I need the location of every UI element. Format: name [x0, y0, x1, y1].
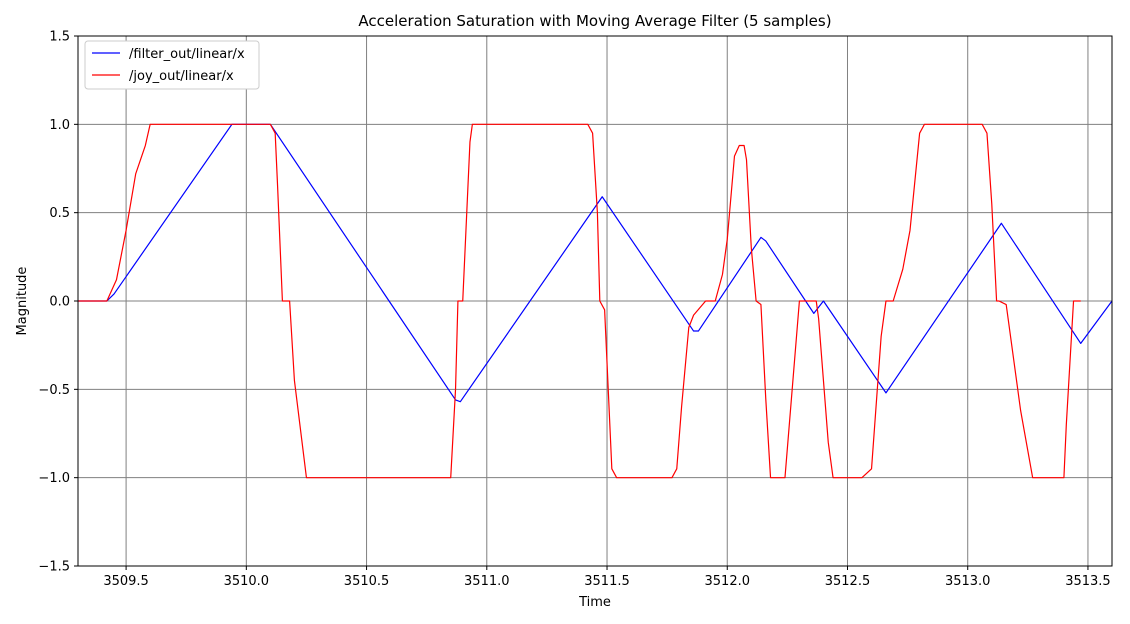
y-tick-label: 1.0 [49, 118, 70, 133]
ticks: 3509.5 3510.0 3510.5 3511.0 3511.5 3512.0 3512… [38, 30, 1110, 590]
y-tick-label: 1.5 [49, 30, 70, 45]
chart-title: Acceleration Saturation with Moving Aver… [358, 12, 831, 30]
legend-box [84, 40, 260, 90]
series-line-filter-out [78, 123, 1112, 403]
series-layer [78, 123, 1112, 479]
legend-label-joy-out: /joy_out/linear/x [129, 69, 234, 84]
x-tick-label: 3513.0 [945, 574, 991, 589]
x-tick-label: 3511.0 [464, 574, 510, 589]
x-tick-label: 3513.5 [1065, 574, 1111, 589]
x-tick-label: 3512.5 [825, 574, 871, 589]
y-tick-label: −0.5 [38, 383, 70, 398]
x-axis-label: Time [578, 595, 611, 610]
x-tick-label: 3512.0 [705, 574, 751, 589]
legend: /filter_out/linear/x /joy_out/linear/x [84, 40, 260, 90]
x-tick-label: 3510.5 [344, 574, 390, 589]
x-tick-label: 3509.5 [103, 574, 149, 589]
x-tick-label: 3510.0 [224, 574, 270, 589]
x-tick-label: 3511.5 [584, 574, 630, 589]
y-tick-label: 0.0 [49, 295, 70, 310]
y-axis-label: Magnitude [15, 267, 30, 336]
y-tick-label: −1.5 [38, 560, 70, 575]
y-tick-label: −1.0 [38, 471, 70, 486]
y-tick-label: 0.5 [49, 206, 70, 221]
legend-label-filter-out: /filter_out/linear/x [129, 47, 245, 62]
series-line-joy-out [78, 123, 1081, 479]
